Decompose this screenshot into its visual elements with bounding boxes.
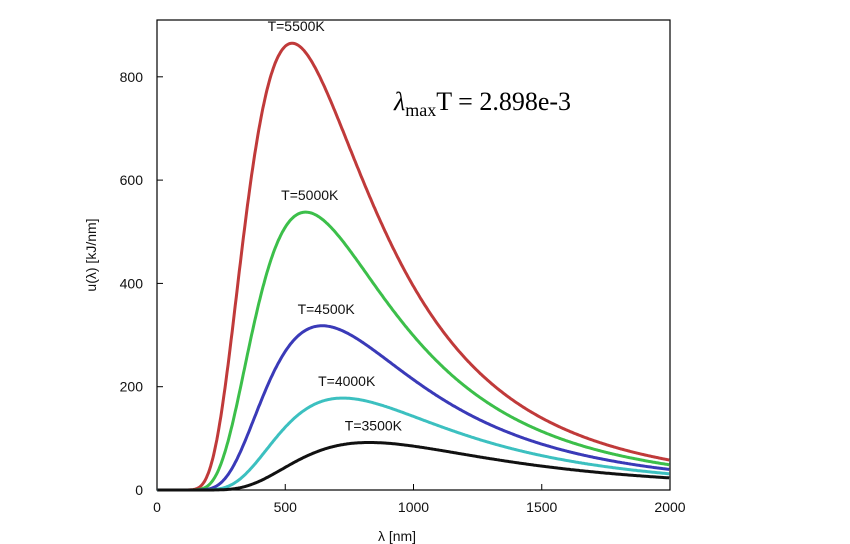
curve-labels: T=5500K T=5000K T=4500K T=4000K T=3500K bbox=[268, 18, 403, 433]
curves bbox=[157, 41, 670, 492]
formula-lambda: λ bbox=[393, 87, 405, 116]
x-tick-label: 2000 bbox=[654, 499, 685, 515]
x-tick-label: 1000 bbox=[398, 499, 429, 515]
formula-annotation: λmaxT = 2.898e-3 bbox=[393, 87, 571, 120]
x-tick-label: 1500 bbox=[526, 499, 557, 515]
curve-5500k bbox=[157, 41, 670, 492]
x-axis-label: λ [nm] bbox=[378, 528, 416, 544]
x-tick-label: 500 bbox=[274, 499, 298, 515]
y-tick-label: 400 bbox=[120, 275, 144, 291]
curve-3500k bbox=[157, 441, 670, 492]
curve-label-5500k: T=5500K bbox=[268, 18, 326, 34]
formula-subscript: max bbox=[405, 100, 436, 120]
curve-label-3500k: T=3500K bbox=[345, 417, 403, 433]
curve-5000k bbox=[157, 210, 670, 492]
curve-label-4000k: T=4000K bbox=[318, 373, 376, 389]
y-tick-label: 600 bbox=[120, 172, 144, 188]
axes: 0 500 1000 1500 2000 0 200 400 600 800 bbox=[120, 69, 686, 515]
curve-4500k bbox=[157, 324, 670, 492]
curve-label-5000k: T=5000K bbox=[281, 187, 339, 203]
y-tick-label: 800 bbox=[120, 69, 144, 85]
y-tick-label: 0 bbox=[135, 482, 143, 498]
curve-4000k bbox=[157, 396, 670, 492]
formula-rest: T = 2.898e-3 bbox=[436, 87, 571, 116]
x-tick-label: 0 bbox=[153, 499, 161, 515]
y-axis-label: u(λ) [kJ/nm] bbox=[83, 218, 99, 291]
y-tick-label: 200 bbox=[120, 379, 144, 395]
curve-label-4500k: T=4500K bbox=[298, 301, 356, 317]
